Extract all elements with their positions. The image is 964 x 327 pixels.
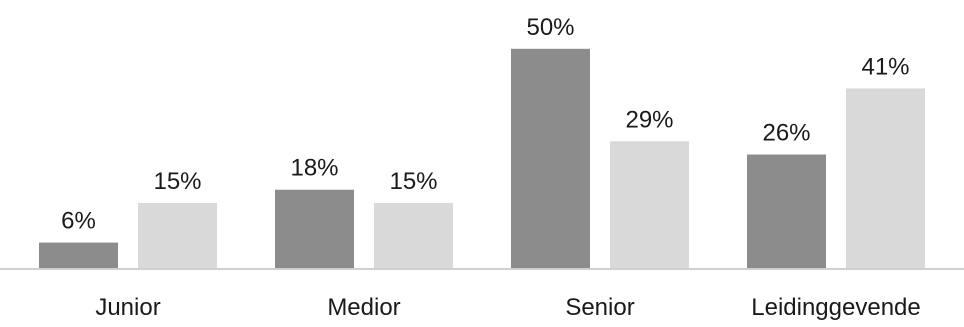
category-label-junior: Junior — [95, 294, 160, 321]
bars-group — [39, 48, 925, 269]
data-label-senior-series-2: 29% — [625, 106, 673, 133]
bar-senior-series-1 — [511, 48, 590, 269]
category-label-medior: Medior — [327, 294, 400, 321]
category-labels-group: Junior Medior Senior Leidinggevende — [95, 294, 920, 321]
data-label-medior-series-1: 18% — [290, 155, 338, 182]
data-label-medior-series-2: 15% — [389, 168, 437, 195]
bar-leidinggevende-series-1 — [747, 154, 826, 269]
data-label-senior-series-1: 50% — [526, 14, 574, 41]
bar-junior-series-1 — [39, 242, 118, 269]
bar-leidinggevende-series-2 — [846, 88, 925, 269]
data-label-leidinggevende-series-2: 41% — [861, 53, 909, 80]
data-label-junior-series-1: 6% — [61, 208, 96, 235]
bar-senior-series-2 — [610, 141, 689, 269]
category-label-leidinggevende: Leidinggevende — [751, 294, 921, 321]
bar-medior-series-1 — [275, 189, 354, 269]
data-label-leidinggevende-series-1: 26% — [762, 120, 810, 147]
category-label-senior: Senior — [565, 294, 634, 321]
bar-junior-series-2 — [138, 202, 217, 269]
data-labels-group: 6% 15% 18% 15% 50% 29% 26% 41% — [61, 14, 909, 235]
bar-medior-series-2 — [374, 202, 453, 269]
data-label-junior-series-2: 15% — [153, 168, 201, 195]
